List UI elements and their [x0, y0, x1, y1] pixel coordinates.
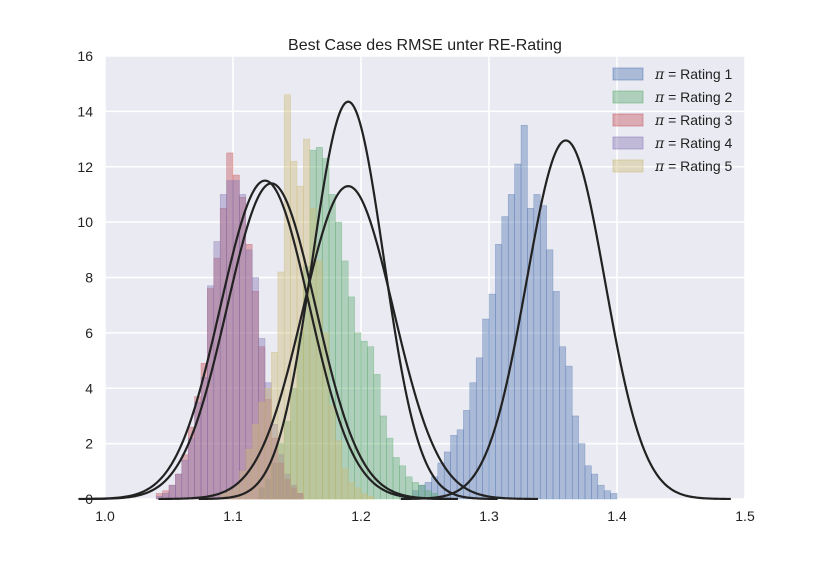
histogram-bar — [335, 440, 343, 500]
fit-curve-rating-2 — [158, 185, 538, 501]
histogram-bar — [207, 285, 215, 500]
histogram-bar — [597, 484, 605, 500]
histogram-bar — [565, 365, 573, 500]
y-tick-label: 16 — [77, 48, 93, 64]
x-tick-label: 1.3 — [479, 508, 499, 524]
histogram-bar — [360, 493, 368, 500]
fit-curves — [78, 100, 731, 501]
chart-title: Best Case des RMSE unter RE-Rating — [288, 37, 562, 54]
histogram-bar — [539, 205, 547, 500]
histogram-bar — [482, 318, 490, 500]
legend-label: π = Rating 3 — [654, 112, 733, 129]
legend-label: π = Rating 1 — [654, 66, 733, 83]
fit-curve-rating-3 — [78, 179, 452, 501]
histogram-bar — [341, 260, 349, 500]
pi-symbol: π — [654, 113, 665, 129]
histogram-bar — [475, 357, 483, 500]
histogram-bar — [341, 468, 349, 500]
histogram-bar — [283, 94, 291, 500]
pi-symbol: π — [654, 136, 665, 152]
histogram-bar — [213, 241, 221, 500]
legend-item-rating-3: π = Rating 3 — [612, 112, 733, 129]
legend-swatch — [612, 159, 644, 173]
legend-item-rating-2: π = Rating 2 — [612, 89, 733, 106]
x-tick-label: 1.0 — [95, 508, 115, 524]
legend-label-text: = Rating 3 — [664, 112, 732, 128]
histogram-bar — [354, 487, 362, 500]
x-tick-label: 1.2 — [351, 508, 371, 524]
histogram-bar — [495, 244, 503, 500]
y-tick-label: 0 — [85, 491, 93, 507]
histogram-bar — [232, 180, 240, 500]
y-tick-label: 4 — [85, 380, 93, 396]
y-axis-ticks: 0 2 4 6 8 10 12 14 16 — [77, 48, 93, 507]
histogram-bar — [354, 332, 362, 500]
histogram-bar — [181, 459, 189, 500]
histogram-bar — [552, 291, 560, 500]
y-tick-label: 10 — [77, 214, 93, 230]
histogram-bar — [168, 484, 176, 500]
y-tick-label: 8 — [85, 270, 93, 286]
histogram-bar — [450, 435, 458, 500]
legend: π = Rating 1π = Rating 2π = Rating 3π = … — [612, 66, 733, 175]
legend-label: π = Rating 5 — [654, 158, 733, 175]
histogram-bar — [610, 493, 618, 500]
legend-label-text: = Rating 4 — [664, 135, 732, 151]
histogram-bar — [571, 415, 579, 500]
histogram-bar — [469, 382, 477, 500]
histogram-bar — [187, 437, 195, 500]
x-axis-ticks: 1.0 1.1 1.2 1.3 1.4 1.5 — [95, 508, 755, 524]
legend-swatch — [612, 67, 644, 81]
y-tick-label: 14 — [77, 103, 93, 119]
histogram-bar — [226, 180, 234, 500]
pi-symbol: π — [654, 67, 665, 83]
y-tick-label: 2 — [85, 436, 93, 452]
x-tick-label: 1.1 — [223, 508, 243, 524]
legend-label: π = Rating 2 — [654, 89, 733, 106]
x-tick-label: 1.4 — [607, 508, 627, 524]
fit-curve-rating-1 — [400, 139, 731, 501]
histogram-bar — [603, 490, 611, 500]
legend-label-text: = Rating 1 — [664, 66, 732, 82]
histogram-bar — [315, 260, 323, 500]
legend-item-rating-1: π = Rating 1 — [612, 66, 733, 83]
y-tick-label: 12 — [77, 159, 93, 175]
histogram-bar — [328, 404, 336, 500]
histogram-bar — [501, 216, 509, 500]
histogram-bar — [367, 495, 375, 500]
histogram-bar — [175, 473, 183, 500]
histogram-bar — [264, 388, 272, 500]
histogram-bar — [347, 482, 355, 500]
legend-item-rating-5: π = Rating 5 — [612, 158, 733, 175]
y-tick-label: 6 — [85, 325, 93, 341]
legend-label-text: = Rating 5 — [664, 158, 732, 174]
legend-label-text: = Rating 2 — [664, 89, 732, 105]
legend-item-rating-4: π = Rating 4 — [612, 135, 733, 152]
fit-curve-rating-5 — [198, 100, 498, 501]
pi-symbol: π — [654, 90, 665, 106]
histogram-bar — [347, 296, 355, 500]
legend-swatch — [612, 136, 644, 150]
histogram-bar — [546, 249, 554, 500]
legend-swatch — [612, 90, 644, 104]
legend-label: π = Rating 4 — [654, 135, 733, 152]
histogram-bar — [584, 465, 592, 500]
fit-curve-rating-4 — [84, 182, 458, 501]
histogram-bar — [578, 443, 586, 500]
legend-swatch — [612, 113, 644, 127]
histogram-bar — [219, 194, 227, 500]
histogram-bar — [437, 462, 445, 500]
x-tick-label: 1.5 — [735, 508, 755, 524]
histogram-bar — [591, 473, 599, 500]
histogram-bar — [559, 346, 567, 500]
pi-symbol: π — [654, 159, 665, 175]
histogram-bar — [488, 293, 496, 500]
